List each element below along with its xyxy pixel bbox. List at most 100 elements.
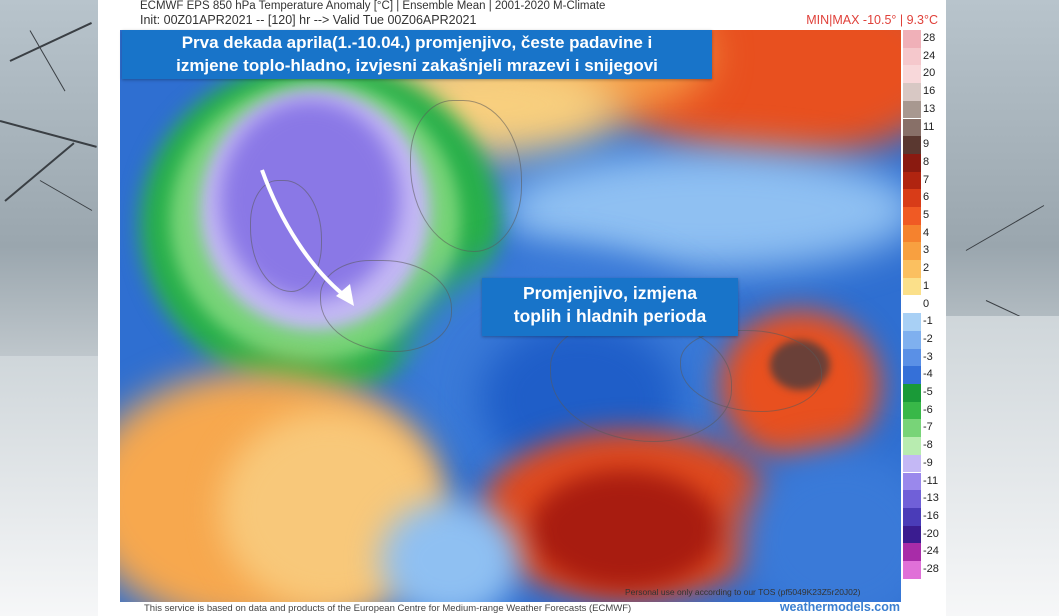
legend-swatch (903, 543, 921, 561)
legend-swatch (903, 366, 921, 384)
legend-label: 4 (923, 226, 930, 239)
legend-entry: 5 (901, 207, 946, 225)
legend-entry: -2 (901, 330, 946, 349)
legend-entry: -1 (901, 313, 946, 331)
legend-label: 1 (923, 279, 930, 292)
legend-entry: 11 (901, 118, 946, 137)
legend-label: -1 (923, 315, 933, 328)
legend-swatch (903, 47, 921, 66)
legend-label: -28 (923, 563, 939, 575)
legend-entry: 24 (901, 47, 946, 66)
callout-top-line2: izmjene toplo-hladno, izvjesni zakašnjel… (176, 56, 658, 75)
brand-link[interactable]: weathermodels.com (779, 600, 900, 614)
legend-label: -9 (923, 456, 933, 469)
legend-swatch (903, 348, 921, 367)
legend-swatch (903, 65, 921, 84)
legend-label: -24 (923, 545, 939, 558)
legend-swatch (903, 118, 921, 137)
legend-swatch (903, 330, 921, 349)
callout-top-line1: Prva dekada aprila(1.-10.04.) promjenjiv… (181, 33, 653, 52)
legend-label: -7 (923, 421, 933, 434)
legend-label: 16 (923, 85, 936, 98)
legend-entry: -3 (901, 348, 946, 367)
legend-swatch (903, 30, 921, 48)
legend-label: -3 (923, 350, 933, 363)
legend-label: -11 (923, 474, 939, 487)
legend-label: 5 (923, 209, 930, 221)
legend-label: 24 (923, 49, 936, 62)
winter-photo-right (946, 0, 1059, 616)
legend-entry: 6 (901, 189, 946, 207)
legend-label: -4 (923, 368, 933, 381)
map-credit: Personal use only according to our TOS (… (625, 587, 861, 597)
legend-swatch (903, 437, 921, 455)
legend-swatch (903, 313, 921, 331)
legend-label: -16 (923, 509, 939, 522)
legend-entry: -24 (901, 543, 946, 561)
footer: This service is based on data and produc… (104, 600, 946, 616)
legend-entry: -6 (901, 401, 946, 420)
legend-label: -5 (923, 386, 933, 398)
legend-entry: -4 (901, 366, 946, 384)
legend-label: 7 (923, 173, 930, 186)
legend-swatch (903, 490, 921, 508)
legend-label: -20 (923, 527, 939, 540)
legend-entry: -9 (901, 454, 946, 473)
legend-label: -2 (923, 332, 933, 345)
legend-label: 20 (923, 67, 936, 80)
legend-swatch (903, 454, 921, 473)
legend-entry: 3 (901, 242, 946, 261)
legend-swatch (903, 189, 921, 207)
legend-entry: 13 (901, 100, 946, 119)
legend-entry: -20 (901, 525, 946, 544)
legend-label: 11 (923, 120, 935, 133)
legend-entry: 20 (901, 65, 946, 84)
legend-swatch (903, 171, 921, 190)
footer-attribution: This service is based on data and produc… (144, 603, 632, 614)
legend-entry: 4 (901, 224, 946, 243)
legend-swatch (903, 472, 921, 491)
legend-entry: -11 (901, 472, 946, 491)
callout-mid-line1: Promjenjivo, izmjena (522, 283, 698, 303)
legend-entry: -28 (901, 561, 946, 579)
legend-swatch (903, 525, 921, 544)
legend-entry: 0 (901, 295, 946, 314)
legend-swatch (903, 561, 921, 579)
legend-swatch (903, 100, 921, 119)
legend-label: -6 (923, 403, 933, 416)
winter-photo-left (0, 0, 98, 616)
legend-swatch (903, 384, 921, 402)
legend-entry: 9 (901, 136, 946, 154)
legend-label: -8 (923, 439, 933, 452)
legend-entry: -5 (901, 384, 946, 402)
legend-swatch (903, 242, 921, 261)
forecast-callout-top: Prva dekada aprila(1.-10.04.) promjenjiv… (122, 30, 712, 79)
legend-swatch (903, 260, 921, 278)
map-header: ECMWF EPS 850 hPa Temperature Anomaly [°… (104, 0, 946, 30)
min-max-value: MIN|MAX -10.5° | 9.3°C (806, 13, 938, 27)
forecast-callout-mid: Promjenjivo, izmjena toplih i hladnih pe… (482, 278, 738, 336)
legend-label: 0 (923, 297, 930, 310)
legend-swatch (903, 295, 921, 314)
legend-label: 8 (923, 155, 930, 168)
legend-swatch (903, 224, 921, 243)
legend-entry: -16 (901, 507, 946, 526)
legend-swatch (903, 419, 921, 438)
legend-label: 2 (923, 262, 930, 275)
header-title: ECMWF EPS 850 hPa Temperature Anomaly [°… (140, 0, 606, 12)
legend-label: 28 (923, 32, 936, 44)
legend-label: 6 (923, 191, 930, 204)
legend-entry: -8 (901, 437, 946, 455)
legend-label: 9 (923, 138, 930, 151)
legend-swatch (903, 207, 921, 225)
legend-entry: 1 (901, 277, 946, 296)
legend-entry: 8 (901, 153, 946, 172)
legend-swatch (903, 153, 921, 172)
callout-mid-line2: toplih i hladnih perioda (513, 306, 707, 326)
legend-label: -13 (923, 492, 939, 505)
legend-swatch (903, 401, 921, 420)
legend-label: 3 (923, 244, 930, 257)
header-init: Init: 00Z01APR2021 -- [120] hr --> Valid… (140, 13, 477, 27)
arrow-icon (260, 169, 354, 306)
legend-entry: 2 (901, 260, 946, 278)
